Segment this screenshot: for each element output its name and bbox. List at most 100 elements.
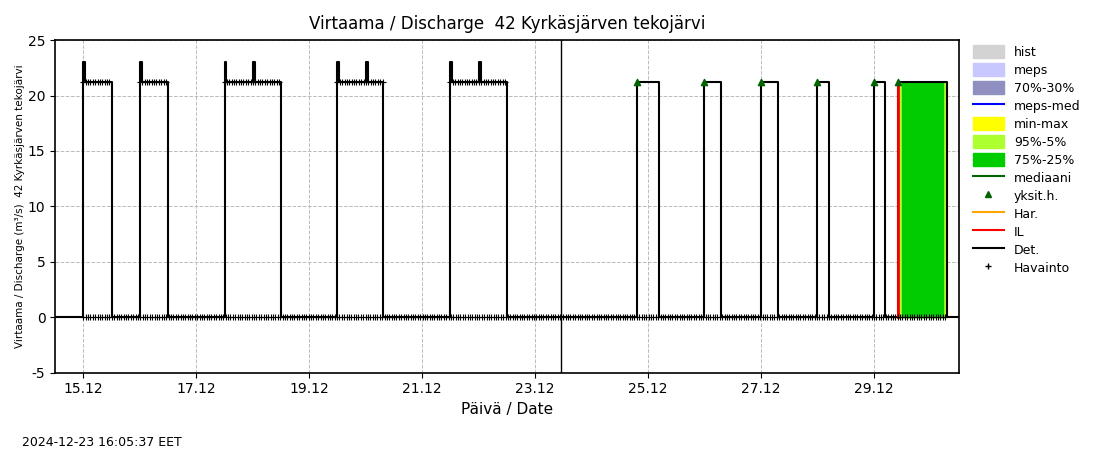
Point: [157, 314, 175, 321]
Point: [120, 314, 138, 321]
Point: [79, 79, 97, 86]
Point: [638, 314, 656, 321]
Point: [832, 314, 849, 321]
Point: [685, 314, 703, 321]
Point: [118, 314, 135, 321]
Point: [239, 314, 256, 321]
Point: [735, 314, 752, 321]
Point: [224, 314, 242, 321]
Point: [759, 314, 777, 321]
Point: [385, 314, 403, 321]
Point: [220, 79, 238, 86]
Point: [404, 314, 421, 321]
Point: [889, 314, 906, 321]
Point: [514, 314, 531, 321]
Point: [803, 314, 821, 321]
Point: [842, 314, 859, 321]
Point: [217, 314, 234, 321]
Point: [688, 314, 705, 321]
Point: [487, 314, 505, 321]
Point: [250, 314, 267, 321]
Point: [449, 79, 466, 86]
Point: [145, 79, 163, 86]
Point: [645, 314, 662, 321]
Point: [257, 314, 275, 321]
Point: [255, 314, 273, 321]
Point: [143, 314, 161, 321]
Point: [358, 79, 375, 86]
Point: [371, 314, 388, 321]
Point: [485, 314, 503, 321]
Point: [329, 79, 346, 86]
Point: [202, 314, 220, 321]
Point: [366, 314, 384, 321]
Point: [583, 314, 601, 321]
Point: [252, 314, 270, 321]
Point: [145, 314, 163, 321]
Point: [336, 314, 353, 321]
Point: [835, 314, 852, 321]
Point: [649, 314, 667, 321]
Point: [539, 314, 557, 321]
Point: [854, 314, 871, 321]
Point: [368, 79, 386, 86]
Point: [484, 79, 502, 86]
Point: [432, 314, 450, 321]
Point: [75, 79, 92, 86]
Point: [153, 314, 170, 321]
Point: [333, 314, 351, 321]
Point: [356, 314, 374, 321]
Point: [418, 314, 436, 321]
Point: [278, 314, 296, 321]
Point: [200, 314, 218, 321]
Point: [659, 314, 676, 321]
Point: [129, 314, 146, 321]
Point: [557, 314, 574, 321]
Point: [678, 314, 695, 321]
Point: [449, 314, 466, 321]
Point: [79, 314, 97, 321]
Point: [790, 314, 807, 321]
Point: [811, 314, 828, 321]
Point: [461, 314, 478, 321]
Point: [459, 314, 476, 321]
Point: [210, 314, 228, 321]
Point: [901, 314, 918, 321]
Point: [652, 314, 670, 321]
Point: [132, 314, 150, 321]
Point: [535, 314, 552, 321]
Point: [208, 314, 226, 321]
Point: [756, 314, 773, 321]
Point: [272, 314, 289, 321]
Point: [576, 314, 594, 321]
Point: [661, 314, 679, 321]
Point: [891, 314, 909, 321]
Point: [184, 314, 201, 321]
Point: [261, 79, 278, 86]
Point: [471, 314, 488, 321]
Point: [141, 79, 158, 86]
Point: [934, 314, 952, 321]
Point: [903, 314, 921, 321]
Point: [766, 314, 783, 321]
Point: [452, 314, 470, 321]
Point: [547, 314, 564, 321]
Point: [407, 314, 425, 321]
Point: [737, 314, 755, 321]
Point: [704, 314, 722, 321]
Point: [794, 314, 812, 321]
Point: [100, 79, 118, 86]
Point: [469, 314, 486, 321]
Point: [342, 314, 360, 321]
Point: [440, 314, 458, 321]
Point: [657, 314, 674, 321]
Point: [666, 314, 683, 321]
Point: [796, 314, 814, 321]
Point: [286, 314, 304, 321]
Point: [571, 314, 588, 321]
Point: [530, 314, 548, 321]
Point: [232, 79, 250, 86]
Title: Virtaama / Discharge  42 Kyrkäsjärven tekojärvi: Virtaama / Discharge 42 Kyrkäsjärven tek…: [309, 15, 705, 33]
Point: [276, 314, 294, 321]
Point: [221, 314, 239, 321]
